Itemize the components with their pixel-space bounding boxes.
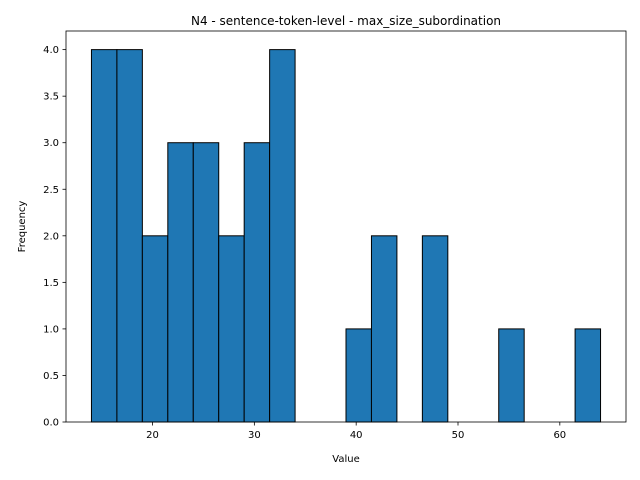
y-axis-label: Frequency xyxy=(17,201,28,253)
bars-group xyxy=(90,49,602,423)
x-tick-label: 60 xyxy=(553,430,566,441)
histogram-bar xyxy=(345,328,372,423)
y-tick-label: 0.5 xyxy=(43,371,59,382)
histogram-bar xyxy=(498,328,525,423)
y-tick-label: 2.0 xyxy=(43,231,59,242)
histogram-bar xyxy=(243,142,271,423)
x-tick-label: 20 xyxy=(146,430,159,441)
histogram-bar xyxy=(192,142,220,423)
histogram-bar xyxy=(574,328,602,423)
y-tick-label: 1.5 xyxy=(43,278,59,289)
chart-title: N4 - sentence-token-level - max_size_sub… xyxy=(191,14,501,28)
histogram-bar xyxy=(218,235,245,423)
histogram-bar xyxy=(167,142,194,423)
y-axis-ticks: 0.0 0.5 1.0 1.5 2.0 2.5 3.0 3.5 4.0 xyxy=(43,45,66,429)
x-tick-label: 40 xyxy=(350,430,363,441)
y-tick-label: 3.0 xyxy=(43,138,59,149)
histogram-bar xyxy=(421,235,449,423)
x-axis-ticks: 20 30 40 50 60 xyxy=(146,422,566,441)
x-tick-label: 50 xyxy=(452,430,465,441)
x-tick-label: 30 xyxy=(248,430,261,441)
histogram-bar xyxy=(116,49,143,423)
y-tick-label: 2.5 xyxy=(43,185,59,196)
y-tick-label: 3.5 xyxy=(43,92,59,103)
y-tick-label: 1.0 xyxy=(43,324,59,335)
x-axis-label: Value xyxy=(332,454,359,465)
histogram-bar xyxy=(90,49,118,423)
plot-frame xyxy=(65,30,627,423)
y-tick-label: 0.0 xyxy=(43,418,59,429)
histogram-bar xyxy=(269,49,296,423)
y-tick-label: 4.0 xyxy=(43,45,59,56)
histogram-bar xyxy=(370,235,398,423)
histogram-bar xyxy=(141,235,169,423)
